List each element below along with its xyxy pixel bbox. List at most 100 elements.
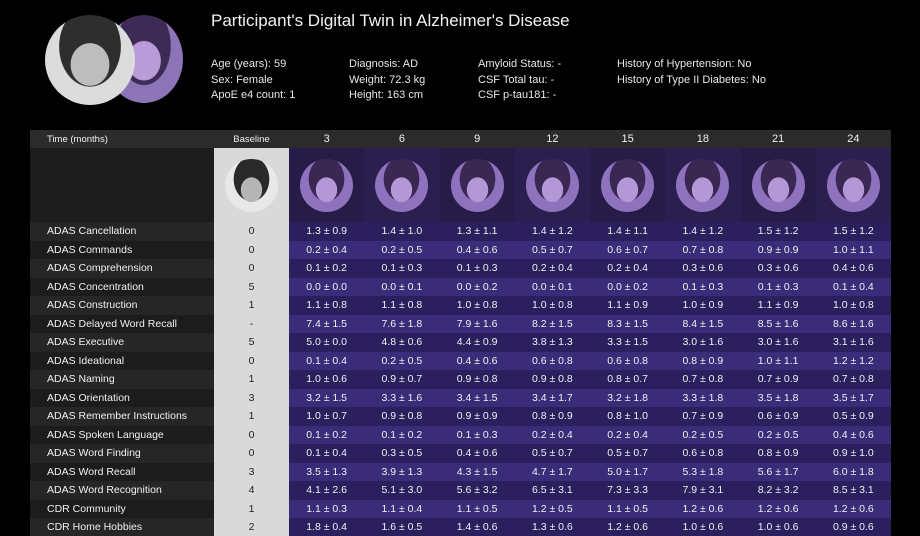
photo-cell — [214, 148, 289, 222]
baseline-value: 1 — [214, 370, 289, 389]
predicted-value: 0.4 ± 0.6 — [815, 259, 891, 278]
field: Height: 163 cm — [349, 89, 423, 101]
predicted-value: 1.2 ± 0.6 — [740, 499, 816, 518]
predicted-value: 0.5 ± 0.7 — [590, 444, 666, 463]
avatar — [525, 158, 579, 212]
predicted-value: 0.1 ± 0.3 — [740, 277, 816, 296]
predicted-value: 3.1 ± 1.6 — [815, 333, 891, 352]
predicted-value: 0.1 ± 0.4 — [289, 444, 365, 463]
predicted-value: 3.2 ± 1.8 — [590, 388, 666, 407]
predicted-value: 1.8 ± 0.4 — [289, 518, 365, 536]
field-column: Diagnosis: AD Weight: 72.3 kg Height: 163 … — [349, 57, 425, 104]
predicted-value: 1.3 ± 0.6 — [514, 518, 590, 536]
predicted-value: 0.3 ± 0.5 — [364, 444, 440, 463]
baseline-value: 0 — [214, 351, 289, 370]
predicted-value: 5.1 ± 3.0 — [364, 481, 440, 500]
baseline-value: 0 — [214, 222, 289, 241]
row-label: ADAS Concentration — [30, 277, 214, 296]
predicted-value: 0.1 ± 0.2 — [289, 259, 365, 278]
field: History of Hypertension: No — [617, 58, 752, 70]
row-label: ADAS Delayed Word Recall — [30, 314, 214, 333]
field: History of Type II Diabetes: No — [617, 73, 766, 86]
field: Age (years): 59 — [211, 58, 287, 70]
predicted-value: 0.1 ± 0.4 — [289, 351, 365, 370]
photo-cell — [740, 148, 816, 222]
predicted-value: 7.4 ± 1.5 — [289, 314, 365, 333]
predicted-value: 0.4 ± 0.6 — [815, 425, 891, 444]
predicted-value: 4.4 ± 0.9 — [439, 333, 515, 352]
field-column: History of Hypertension: No History of Ty… — [617, 57, 766, 88]
avatar — [450, 158, 504, 212]
predicted-value: 0.9 ± 0.9 — [439, 407, 515, 426]
predicted-value: 1.2 ± 0.6 — [815, 499, 891, 518]
field: Sex: Female — [211, 73, 273, 86]
predicted-value: 0.0 ± 0.2 — [439, 277, 515, 296]
column-header: 15 — [590, 130, 666, 148]
predicted-value: 1.0 ± 0.8 — [439, 296, 515, 315]
predicted-value: 0.1 ± 0.2 — [364, 425, 440, 444]
predicted-value: 0.8 ± 0.9 — [665, 351, 741, 370]
predicted-value: 1.0 ± 0.8 — [815, 296, 891, 315]
predicted-value: 1.1 ± 0.4 — [364, 499, 440, 518]
baseline-value: 3 — [214, 388, 289, 407]
predicted-value: 6.0 ± 1.8 — [815, 462, 891, 481]
predicted-value: 1.1 ± 0.3 — [289, 499, 365, 518]
predicted-value: 1.0 ± 0.9 — [665, 296, 741, 315]
predicted-value: 4.7 ± 1.7 — [514, 462, 590, 481]
predicted-value: 0.1 ± 0.3 — [439, 259, 515, 278]
predicted-value: 0.1 ± 0.4 — [815, 277, 891, 296]
predicted-value: 5.0 ± 0.0 — [289, 333, 365, 352]
field: CSF p-tau181: - — [478, 89, 557, 101]
predicted-value: 0.5 ± 0.9 — [815, 407, 891, 426]
predicted-value: 0.2 ± 0.5 — [665, 425, 741, 444]
column-header: Time (months) — [30, 130, 214, 148]
predicted-value: 1.0 ± 0.7 — [289, 407, 365, 426]
row-label: ADAS Comprehension — [30, 259, 214, 278]
field: Diagnosis: AD — [349, 58, 419, 70]
predicted-value: 0.7 ± 0.9 — [665, 407, 741, 426]
predicted-value: 0.6 ± 0.8 — [514, 351, 590, 370]
predicted-value: 0.2 ± 0.4 — [514, 259, 590, 278]
predicted-value: 0.8 ± 0.9 — [740, 444, 816, 463]
predicted-value: 0.8 ± 1.0 — [590, 407, 666, 426]
predicted-value: 7.6 ± 1.8 — [364, 314, 440, 333]
row-label: ADAS Commands — [30, 240, 214, 259]
baseline-value: 1 — [214, 296, 289, 315]
predicted-value: 0.1 ± 0.3 — [364, 259, 440, 278]
row-label: CDR Community — [30, 499, 214, 518]
predicted-value: 0.8 ± 0.9 — [514, 407, 590, 426]
predicted-value: 0.2 ± 0.5 — [364, 240, 440, 259]
row-label: ADAS Remember Instructions — [30, 407, 214, 426]
field: Weight: 72.3 kg — [349, 73, 426, 86]
predicted-value: 5.3 ± 1.8 — [665, 462, 741, 481]
predicted-value: 0.0 ± 0.1 — [514, 277, 590, 296]
predicted-value: 0.4 ± 0.6 — [439, 351, 515, 370]
baseline-value: 5 — [214, 277, 289, 296]
baseline-value: 2 — [214, 518, 289, 536]
predicted-value: 0.2 ± 0.4 — [514, 425, 590, 444]
column-header: 3 — [289, 130, 365, 148]
predicted-value: 0.7 ± 0.8 — [665, 240, 741, 259]
photo-cell — [665, 148, 741, 222]
predicted-value: 1.2 ± 0.6 — [590, 518, 666, 536]
predicted-value: 0.2 ± 0.5 — [740, 425, 816, 444]
photo-cell — [439, 148, 515, 222]
predicted-value: 1.3 ± 0.9 — [289, 222, 365, 241]
column-header: 12 — [514, 130, 590, 148]
predicted-value: 6.5 ± 3.1 — [514, 481, 590, 500]
predicted-value: 0.1 ± 0.3 — [439, 425, 515, 444]
predicted-value: 1.4 ± 1.2 — [514, 222, 590, 241]
predicted-value: 3.3 ± 1.8 — [665, 388, 741, 407]
predicted-value: 8.5 ± 3.1 — [815, 481, 891, 500]
predicted-value: 4.3 ± 1.5 — [439, 462, 515, 481]
predicted-value: 0.7 ± 0.9 — [740, 370, 816, 389]
predicted-value: 0.3 ± 0.6 — [740, 259, 816, 278]
predicted-value: 3.9 ± 1.3 — [364, 462, 440, 481]
baseline-value: 0 — [214, 259, 289, 278]
avatar — [751, 158, 805, 212]
baseline-value: - — [214, 314, 289, 333]
predicted-value: 1.3 ± 1.1 — [439, 222, 515, 241]
predicted-value: 3.4 ± 1.7 — [514, 388, 590, 407]
predicted-value: 1.5 ± 1.2 — [815, 222, 891, 241]
